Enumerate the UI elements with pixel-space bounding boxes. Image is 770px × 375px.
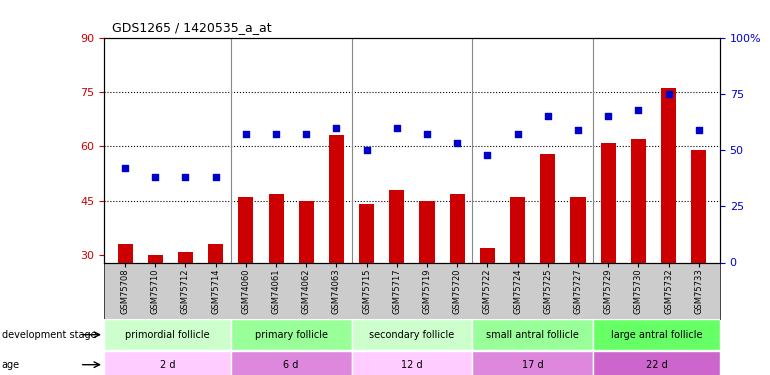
Bar: [571, 197, 585, 364]
Point: [662, 91, 675, 97]
Bar: [231, 351, 352, 375]
Point: [511, 131, 524, 137]
Bar: [104, 351, 231, 375]
Point: [179, 174, 192, 180]
Text: primordial follicle: primordial follicle: [125, 330, 209, 340]
Point: [270, 131, 283, 137]
Point: [239, 131, 252, 137]
Bar: [299, 201, 314, 364]
Text: GDS1265 / 1420535_a_at: GDS1265 / 1420535_a_at: [112, 21, 271, 34]
Text: 17 d: 17 d: [522, 360, 544, 370]
Bar: [352, 320, 472, 350]
Bar: [104, 320, 231, 350]
Bar: [541, 154, 555, 364]
Bar: [601, 143, 616, 364]
Text: 6 d: 6 d: [283, 360, 299, 370]
Point: [481, 152, 494, 157]
Point: [451, 140, 464, 146]
Point: [119, 165, 131, 171]
Bar: [231, 320, 352, 350]
Text: 22 d: 22 d: [646, 360, 668, 370]
Text: small antral follicle: small antral follicle: [487, 330, 579, 340]
Text: development stage: development stage: [2, 330, 96, 340]
Point: [330, 124, 343, 130]
Bar: [691, 150, 706, 364]
Bar: [390, 190, 404, 364]
Bar: [420, 201, 434, 364]
Bar: [359, 204, 374, 364]
Text: 2 d: 2 d: [159, 360, 175, 370]
Point: [300, 131, 313, 137]
Bar: [269, 194, 283, 364]
Text: large antral follicle: large antral follicle: [611, 330, 702, 340]
Bar: [661, 88, 676, 364]
Text: secondary follicle: secondary follicle: [370, 330, 454, 340]
Bar: [450, 194, 465, 364]
Point: [209, 174, 222, 180]
Point: [149, 174, 162, 180]
Point: [390, 124, 403, 130]
Bar: [118, 244, 132, 364]
Text: primary follicle: primary follicle: [255, 330, 328, 340]
Bar: [593, 320, 720, 350]
Bar: [208, 244, 223, 364]
Bar: [239, 197, 253, 364]
Bar: [352, 351, 472, 375]
Point: [632, 106, 644, 112]
Point: [572, 127, 584, 133]
Bar: [472, 351, 593, 375]
Point: [602, 113, 614, 119]
Point: [360, 147, 373, 153]
Bar: [178, 252, 193, 364]
Point: [541, 113, 554, 119]
Point: [693, 127, 705, 133]
Point: [421, 131, 434, 137]
Bar: [593, 351, 720, 375]
Bar: [480, 248, 495, 364]
Bar: [329, 135, 344, 364]
Bar: [472, 320, 593, 350]
Text: 12 d: 12 d: [401, 360, 423, 370]
Bar: [510, 197, 525, 364]
Bar: [631, 139, 646, 364]
Bar: [148, 255, 162, 364]
Text: age: age: [2, 360, 20, 370]
